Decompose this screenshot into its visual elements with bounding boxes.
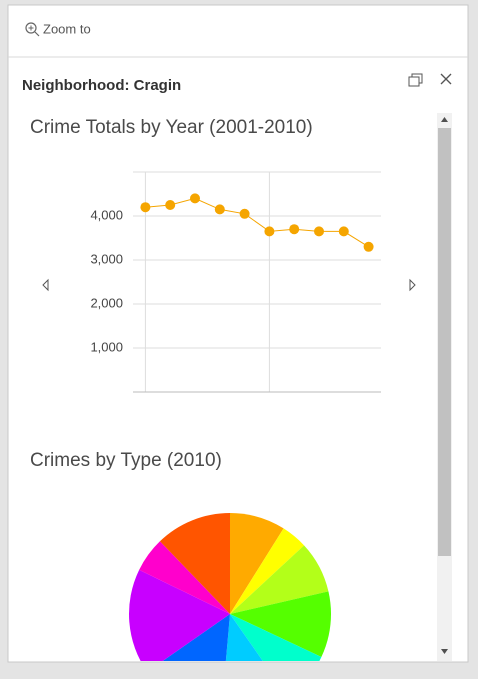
y-tick-label: 4,000 xyxy=(90,207,123,222)
series-line xyxy=(145,197,369,248)
pie-slice xyxy=(230,545,329,614)
pie-slice xyxy=(159,513,230,614)
close-icon xyxy=(440,73,452,85)
y-tick-label: 1,000 xyxy=(90,339,123,354)
popup-title: Neighborhood: Cragin xyxy=(22,77,181,94)
pie-slice xyxy=(230,513,284,614)
dock-icon xyxy=(408,76,420,87)
dock-button[interactable] xyxy=(408,73,423,87)
popup-content: Crime Totals by Year (2001-2010) 1,000 2,0… xyxy=(30,117,381,661)
data-point xyxy=(239,208,250,219)
pie-slice xyxy=(230,528,305,614)
pie-slice xyxy=(230,591,331,658)
pie-slice xyxy=(230,614,322,661)
data-point xyxy=(289,224,300,235)
chart-title: Crime Totals by Year (2001-2010) xyxy=(30,117,313,138)
data-point xyxy=(140,202,151,213)
data-point xyxy=(338,226,349,237)
previous-chart-button[interactable] xyxy=(42,278,49,292)
dock-icon xyxy=(411,73,423,84)
chart-title: Crimes by Type (2010) xyxy=(30,450,222,471)
next-chart-button[interactable] xyxy=(409,278,416,292)
zoom-icon xyxy=(25,22,37,34)
zoom-icon-handle xyxy=(34,31,40,37)
pie-slice xyxy=(139,541,230,614)
data-point xyxy=(190,193,200,204)
data-point xyxy=(314,226,324,237)
scroll-down-arrow[interactable] xyxy=(441,649,448,654)
scroll-up-arrow[interactable] xyxy=(441,117,448,122)
y-tick-label: 3,000 xyxy=(90,251,123,266)
data-point xyxy=(214,204,225,215)
data-point xyxy=(363,241,374,252)
data-point xyxy=(165,200,176,210)
zoom-to-button[interactable]: Zoom to xyxy=(25,21,91,37)
y-tick-label: 2,000 xyxy=(90,295,123,310)
scrollbar-thumb[interactable] xyxy=(438,128,451,556)
pie-slice xyxy=(129,569,230,661)
close-button[interactable] xyxy=(440,73,452,85)
zoom-to-label: Zoom to xyxy=(43,21,91,36)
data-point xyxy=(264,226,275,237)
pie-slice xyxy=(162,614,230,661)
pie-slice xyxy=(225,614,263,661)
